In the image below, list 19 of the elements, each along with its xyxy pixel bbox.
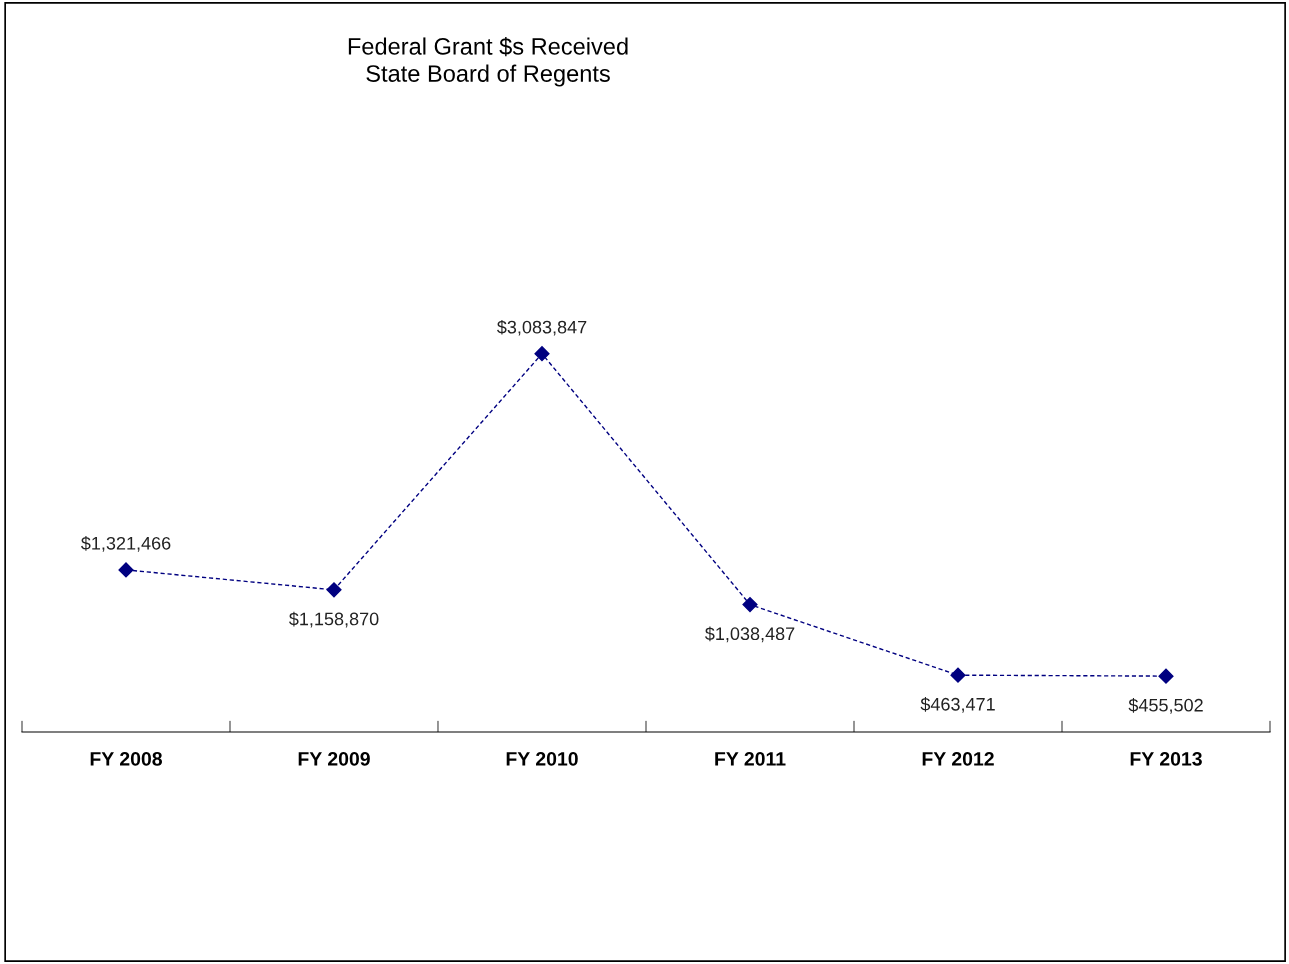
- data-label: $1,038,487: [705, 626, 795, 643]
- x-tick-label: FY 2008: [90, 751, 162, 766]
- point: [534, 346, 550, 362]
- data-label: $455,502: [1128, 698, 1203, 714]
- point: [326, 582, 342, 598]
- x-tick-label: FY 2012: [922, 751, 994, 766]
- point: [1158, 668, 1174, 684]
- x-tick-label: FY 2013: [1130, 751, 1202, 766]
- point: [950, 667, 966, 683]
- data-label: $1,321,466: [81, 536, 171, 552]
- data-label: $463,471: [920, 697, 995, 713]
- x-tick-label: FY 2009: [298, 751, 370, 766]
- point: [118, 562, 134, 578]
- data-label: $3,083,847: [497, 319, 587, 336]
- chart-title: Federal Grant $s Received State Board of Regents: [348, 37, 628, 87]
- x-tick-label: FY 2011: [715, 751, 786, 766]
- x-tick-label: FY 2010: [506, 751, 578, 766]
- data-label: $1,158,870: [289, 611, 379, 628]
- point: [742, 597, 758, 613]
